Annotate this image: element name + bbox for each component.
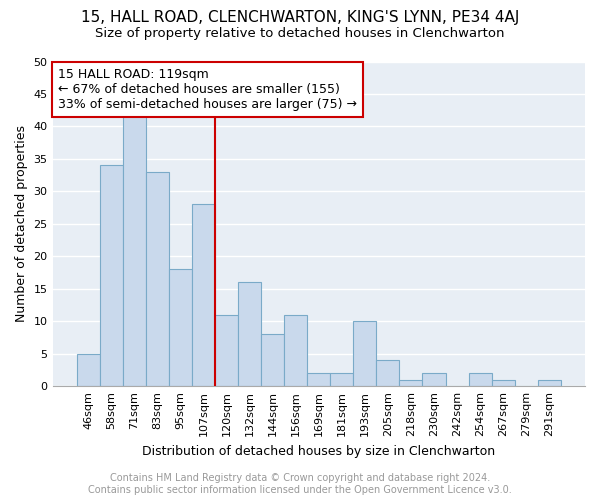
Bar (215, 315, 238, 386)
Bar (261, 334, 284, 386)
Bar (100, 166, 123, 386)
Bar (400, 380, 422, 386)
Bar (307, 373, 330, 386)
Bar (284, 315, 307, 386)
X-axis label: Distribution of detached houses by size in Clenchwarton: Distribution of detached houses by size … (142, 444, 496, 458)
Text: 15 HALL ROAD: 119sqm
← 67% of detached houses are smaller (155)
33% of semi-deta: 15 HALL ROAD: 119sqm ← 67% of detached h… (58, 68, 357, 111)
Bar (238, 282, 261, 386)
Bar (146, 172, 169, 386)
Bar (422, 373, 446, 386)
Bar (330, 373, 353, 386)
Bar (376, 360, 400, 386)
Bar (77, 354, 100, 386)
Y-axis label: Number of detached properties: Number of detached properties (15, 126, 28, 322)
Bar (123, 114, 146, 386)
Bar (538, 380, 561, 386)
Bar (469, 373, 491, 386)
Bar (169, 270, 192, 386)
Text: Contains HM Land Registry data © Crown copyright and database right 2024.
Contai: Contains HM Land Registry data © Crown c… (88, 474, 512, 495)
Text: Size of property relative to detached houses in Clenchwarton: Size of property relative to detached ho… (95, 28, 505, 40)
Text: 15, HALL ROAD, CLENCHWARTON, KING'S LYNN, PE34 4AJ: 15, HALL ROAD, CLENCHWARTON, KING'S LYNN… (81, 10, 519, 25)
Bar (491, 380, 515, 386)
Bar (192, 204, 215, 386)
Bar (353, 321, 376, 386)
